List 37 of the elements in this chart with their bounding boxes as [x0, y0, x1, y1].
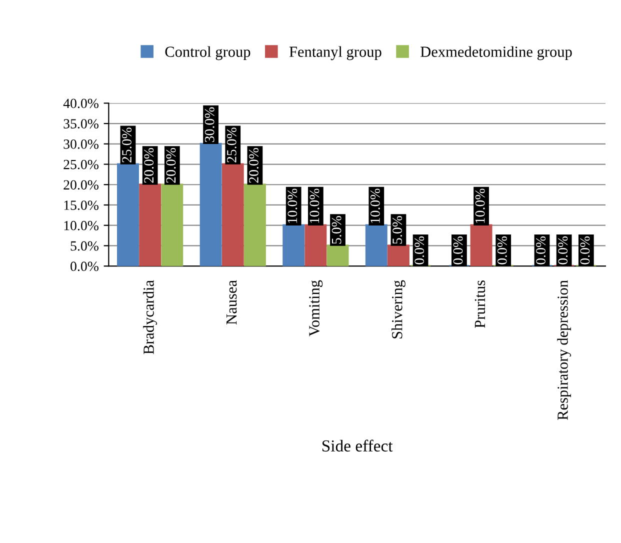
y-tick-label: 35.0%	[64, 119, 98, 129]
data-label: 5.0%	[392, 216, 402, 244]
data-label: 20.0%	[166, 148, 176, 183]
data-label: 25.0%	[122, 128, 132, 162]
data-label: 10.0%	[475, 188, 485, 223]
y-tick-label: 5.0%	[70, 241, 98, 251]
data-label: 0.0%	[580, 236, 590, 264]
legend-label: Dexmedetomidine group	[420, 46, 572, 60]
y-tick-label: 20.0%	[64, 180, 98, 190]
data-label: 10.0%	[288, 188, 298, 223]
x-tick-label: Pruritus	[474, 280, 486, 328]
data-label: 20.0%	[144, 148, 154, 183]
data-label: 0.0%	[536, 236, 546, 264]
data-label: 25.0%	[226, 128, 236, 162]
data-label: 0.0%	[497, 236, 507, 264]
legend-label: Fentanyl group	[289, 46, 382, 60]
data-label: 20.0%	[249, 148, 258, 183]
y-tick-label: 30.0%	[64, 139, 98, 149]
x-tick-label: Respiratory depression	[557, 280, 572, 420]
data-label: 0.0%	[414, 236, 424, 264]
data-label: 0.0%	[453, 236, 463, 264]
x-tick-label: Nausea	[226, 280, 237, 324]
x-tick-label: Bradycardia	[143, 280, 158, 354]
data-label: 5.0%	[332, 216, 342, 244]
data-label: 10.0%	[310, 188, 320, 223]
legend-label: Control group	[165, 46, 250, 60]
y-tick-label: 40.0%	[63, 98, 98, 108]
y-tick-label: 0.0%	[70, 262, 98, 272]
y-tick-label: 10.0%	[64, 220, 98, 230]
data-label: 30.0%	[204, 107, 214, 142]
x-axis-title: Side effect	[322, 440, 393, 452]
y-tick-label: 15.0%	[64, 200, 98, 210]
x-tick-label: Vomiting	[309, 280, 323, 336]
y-tick-label: 25.0%	[64, 160, 98, 170]
data-label: 10.0%	[370, 188, 380, 223]
data-label: 0.0%	[558, 236, 568, 264]
x-tick-label: Shivering	[392, 280, 406, 338]
